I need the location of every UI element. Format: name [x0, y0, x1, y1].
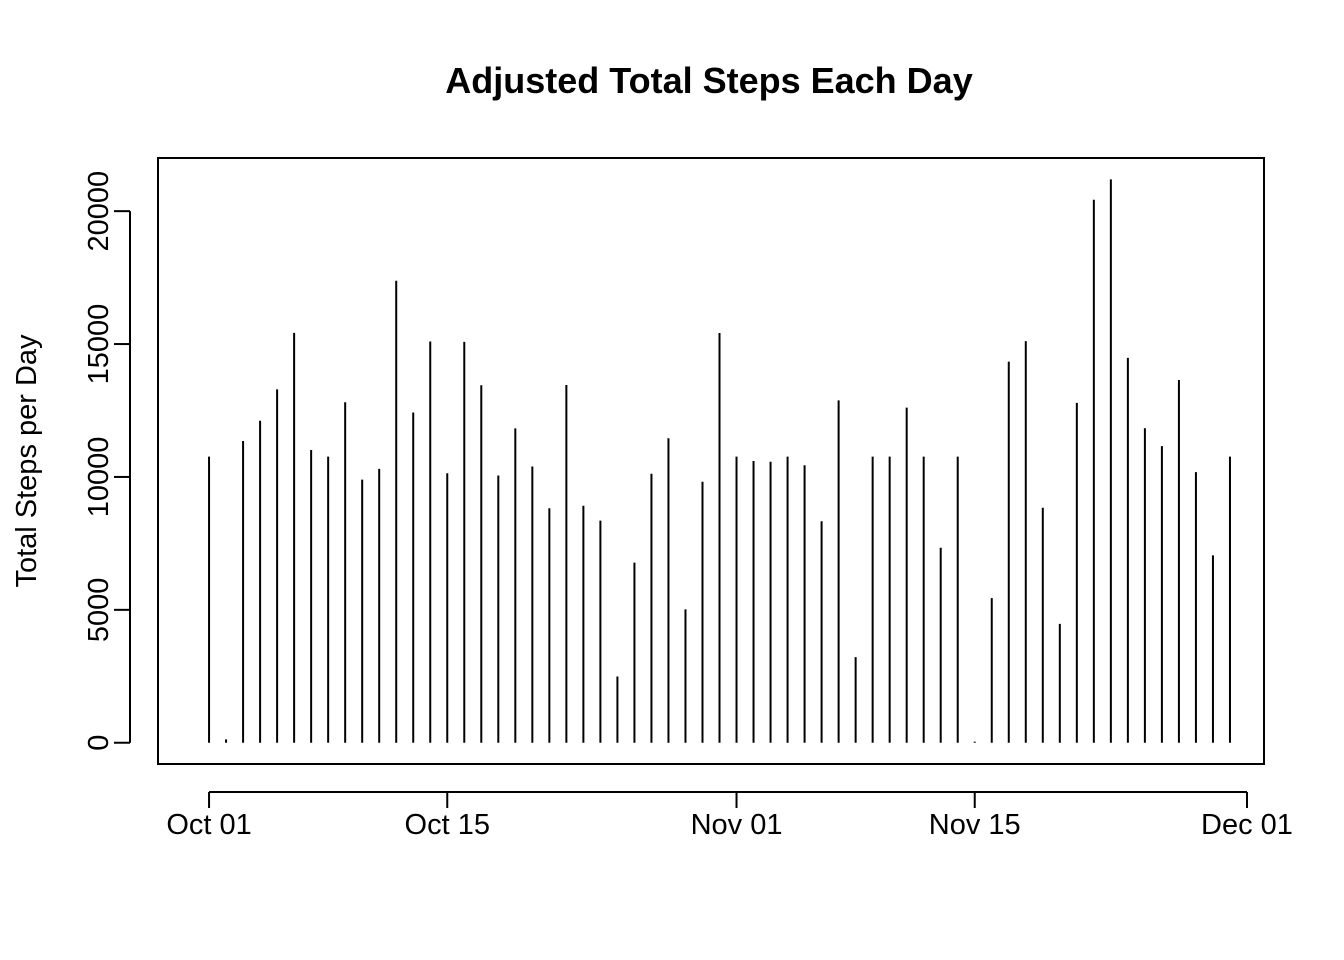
y-tick-label: 20000: [83, 171, 115, 252]
x-tick-label: Oct 15: [405, 809, 490, 841]
y-axis: 0 5000 10000 15000 20000: [83, 171, 131, 751]
x-tick-label: Nov 15: [929, 809, 1021, 841]
chart-title: Adjusted Total Steps Each Day: [445, 60, 972, 101]
x-tick-label: Nov 01: [691, 809, 783, 841]
x-axis: Oct 01 Oct 15 Nov 01 Nov 15 Dec 01: [166, 791, 1293, 841]
y-tick-label: 5000: [83, 578, 115, 643]
plot-frame: [157, 157, 1265, 765]
y-tick-label: 10000: [83, 437, 115, 518]
x-tick-label: Dec 01: [1201, 809, 1293, 841]
y-axis-label: Total Steps per Day: [11, 334, 43, 588]
bar-series: [208, 179, 1231, 743]
y-tick-label: 0: [83, 735, 115, 751]
y-tick-label: 15000: [83, 304, 115, 385]
x-tick-label: Oct 01: [166, 809, 251, 841]
